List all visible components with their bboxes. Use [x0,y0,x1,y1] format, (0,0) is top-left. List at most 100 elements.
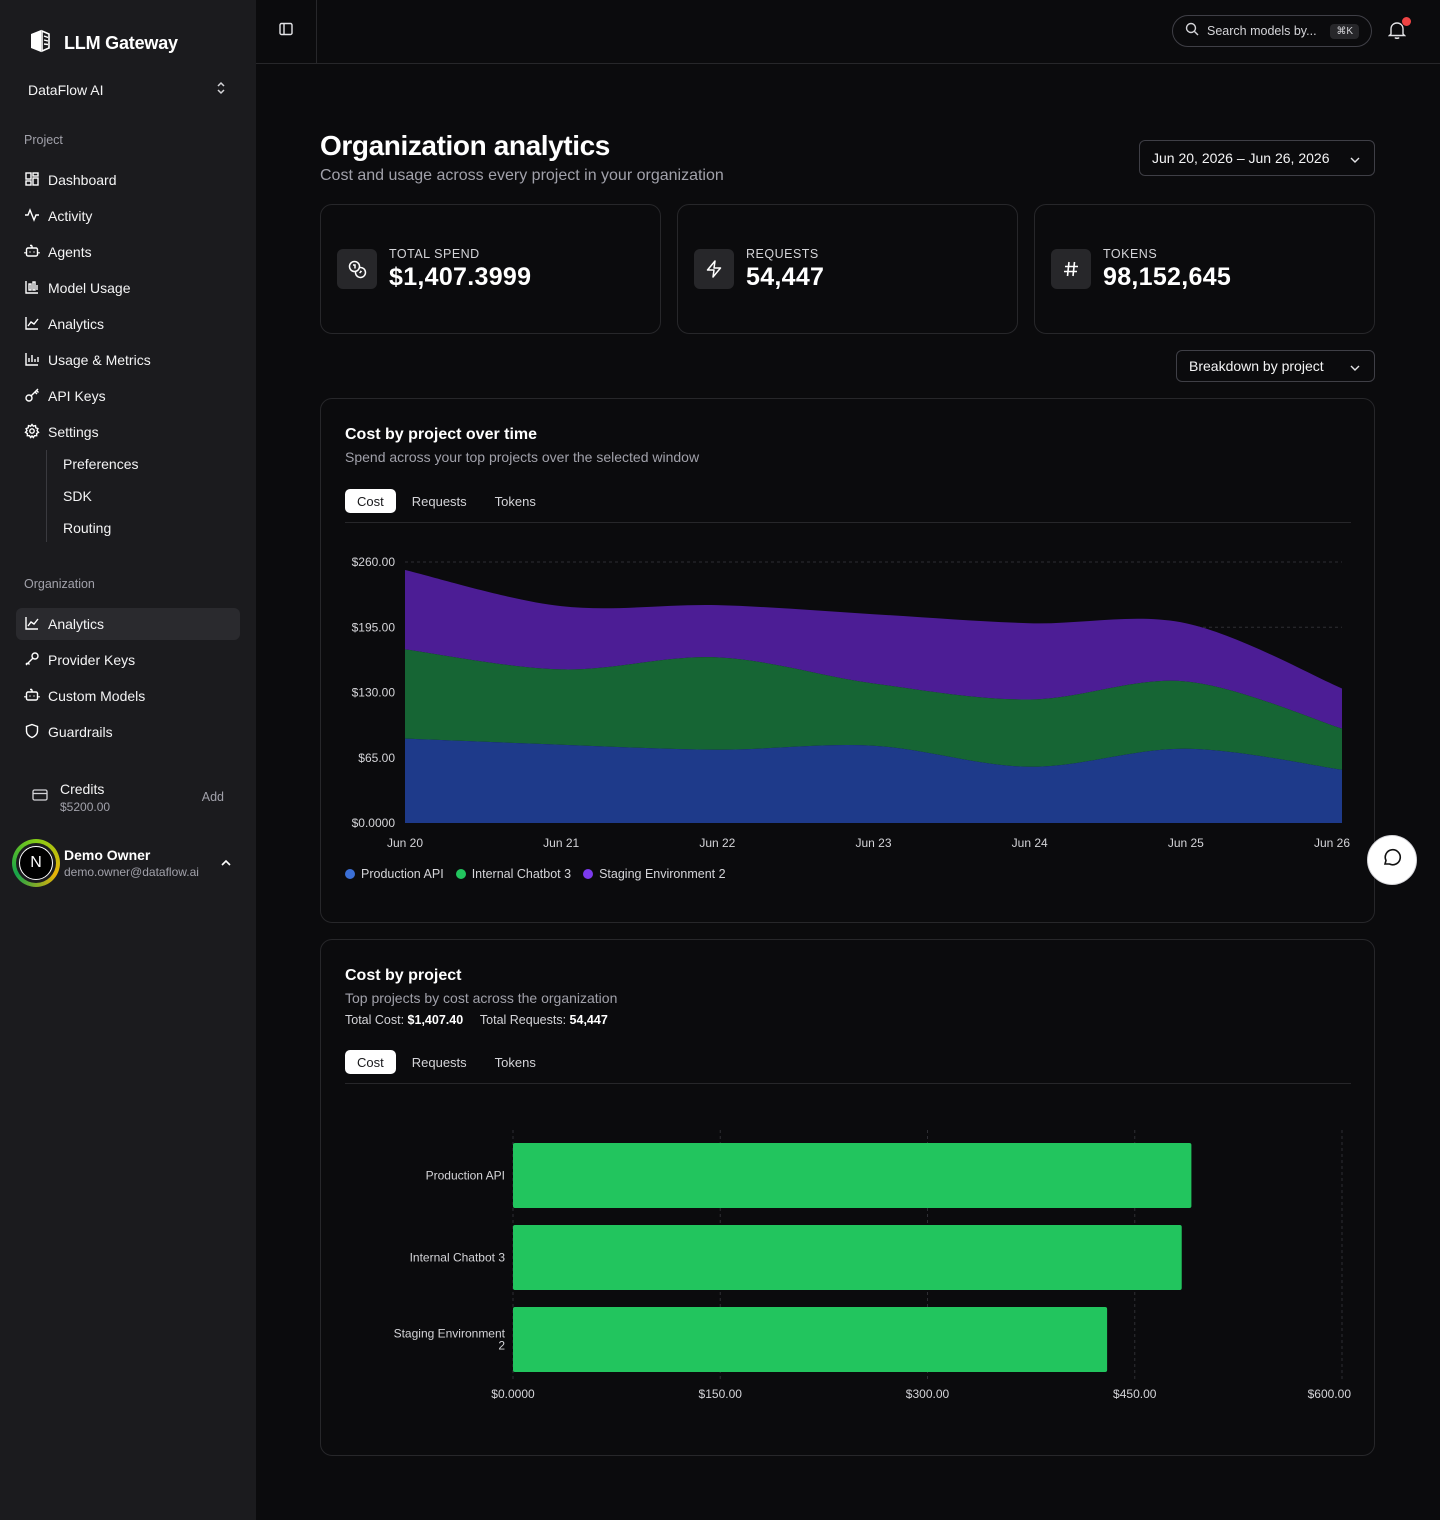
sidebar-item-guardrails[interactable]: Guardrails [16,716,240,748]
panel-left-icon [278,21,294,42]
stat-label: TOKENS [1103,246,1158,261]
search-input[interactable]: Search models by... ⌘K [1172,15,1372,47]
tab-tokens[interactable]: Tokens [494,1054,536,1070]
totals-summary: Total Cost: $1,407.40 Total Requests: 54… [345,1013,608,1027]
x-tick-label: Jun 21 [543,836,579,850]
breakdown-select[interactable]: Breakdown by project [1176,350,1375,382]
area-series [405,738,1342,823]
sidebar-item-custom-models[interactable]: Custom Models [16,680,240,712]
line-chart-icon [24,615,40,634]
x-tick-label: Jun 22 [699,836,735,850]
date-range-picker[interactable]: Jun 20, 2026 – Jun 26, 2026 [1139,140,1375,176]
bar [513,1307,1108,1372]
sidebar-item-model-usage[interactable]: Model Usage [16,272,240,304]
chat-button[interactable] [1367,835,1417,885]
sidebar-item-label: Model Usage [48,280,131,296]
stat-card-tokens: TOKENS 98,152,645 [1034,204,1375,334]
tab-requests[interactable]: Requests [411,493,467,509]
sidebar-item-label: Custom Models [48,688,146,704]
bar-chart: $0.0000 $150.00 $300.00 $450.00 $600.00 Produ… [394,1130,1351,1401]
tab-cost[interactable]: Cost [345,489,396,513]
y-tick-label: 2 [498,1339,505,1353]
card-subtitle: Spend across your top projects over the … [345,449,700,465]
brand[interactable]: LLM Gateway [28,28,178,59]
legend-item[interactable]: Production API [345,867,444,881]
credits-amount: $5200.00 [60,799,111,814]
y-tick-label: Production API [426,1169,505,1183]
total-cost-label: Total Cost: [345,1013,405,1027]
subnav-divider [46,450,47,542]
chevrons-up-down-icon [214,80,228,101]
sidebar-item-provider-keys[interactable]: Provider Keys [16,644,240,676]
sidebar-item-settings[interactable]: Settings [16,416,240,448]
stat-label: TOTAL SPEND [389,246,480,261]
tab-tokens[interactable]: Tokens [494,493,536,509]
bar [513,1225,1182,1290]
section-label-project: Project [24,133,63,147]
tab-cost[interactable]: Cost [345,1050,396,1074]
legend-swatch [455,869,466,879]
tab-requests[interactable]: Requests [411,1054,467,1070]
sidebar-item-usage-metrics[interactable]: Usage & Metrics [16,344,240,376]
logo-icon [28,28,52,59]
notifications-button[interactable] [1387,17,1411,44]
stat-card-requests: REQUESTS 54,447 [677,204,1018,334]
card-title: Cost by project over time [345,426,538,443]
x-tick-label: $450.00 [1113,1387,1157,1401]
legend-swatch [583,869,594,879]
sidebar-item-label: Dashboard [48,172,117,188]
user-menu[interactable]: N Demo Owner demo.owner@dataflow.ai [12,838,240,888]
gear-icon [24,422,40,442]
x-tick-label: $150.00 [699,1387,743,1401]
add-credits-button[interactable]: Add [201,790,224,804]
sidebar-toggle-button[interactable] [256,0,317,63]
sidebar-item-activity[interactable]: Activity [16,200,240,232]
bar-chart-icon [24,351,40,370]
org-switcher[interactable]: DataFlow AI [16,74,240,106]
sidebar: LLM Gateway DataFlow AI Project Dashboar… [0,0,256,1520]
card-subtitle: Top projects by cost across the organiza… [345,990,618,1006]
avatar-initial: N [19,846,53,880]
card-title: Cost by project [345,967,462,984]
sidebar-subitem-preferences[interactable]: Preferences [63,456,139,472]
credits-label: Credits [60,780,105,797]
sidebar-item-label: API Keys [48,388,106,404]
x-tick-label: Jun 20 [387,836,423,850]
sidebar-item-label: Guardrails [48,724,113,740]
user-email: demo.owner@dataflow.ai [64,865,199,879]
sidebar-subitem-sdk[interactable]: SDK [63,488,92,504]
bell-icon [1387,22,1407,44]
sidebar-item-label: Analytics [48,616,105,632]
y-tick-label: $195.00 [352,620,396,634]
user-name: Demo Owner [64,847,151,863]
search-shortcut: ⌘K [1330,23,1359,39]
bar-chart-card: Cost by project Top projects by cost acr… [320,939,1375,1456]
y-tick-label: Staging Environment [394,1327,506,1341]
legend-label: Internal Chatbot 3 [471,867,572,881]
breakdown-label: Breakdown by project [1189,358,1324,374]
y-tick-label: $260.00 [352,555,396,569]
legend-item[interactable]: Internal Chatbot 3 [455,867,572,881]
chevron-up-icon [220,854,232,872]
topbar: Search models by... ⌘K [256,0,1440,64]
legend-item[interactable]: Staging Environment 2 [583,867,726,881]
legend-label: Staging Environment 2 [599,867,726,881]
x-tick-label: Jun 23 [855,836,891,850]
shield-icon [24,723,40,742]
message-circle-icon [1381,847,1403,874]
sidebar-item-dashboard[interactable]: Dashboard [16,164,240,196]
total-cost-value: $1,407.40 [407,1013,464,1027]
sidebar-item-analytics[interactable]: Analytics [16,308,240,340]
sidebar-item-org-analytics[interactable]: Analytics [16,608,240,640]
sidebar-subitem-routing[interactable]: Routing [63,520,112,536]
sidebar-item-label: Analytics [48,316,105,332]
sidebar-item-api-keys[interactable]: API Keys [16,380,240,412]
sidebar-item-agents[interactable]: Agents [16,236,240,268]
bar-chart-icon [24,279,40,298]
stat-value: 54,447 [746,262,825,291]
y-tick-label: $130.00 [352,686,396,700]
sidebar-item-label: Activity [48,208,93,224]
chevron-down-icon [1350,358,1360,374]
activity-icon [24,207,40,226]
total-requests-value: 54,447 [569,1013,608,1027]
